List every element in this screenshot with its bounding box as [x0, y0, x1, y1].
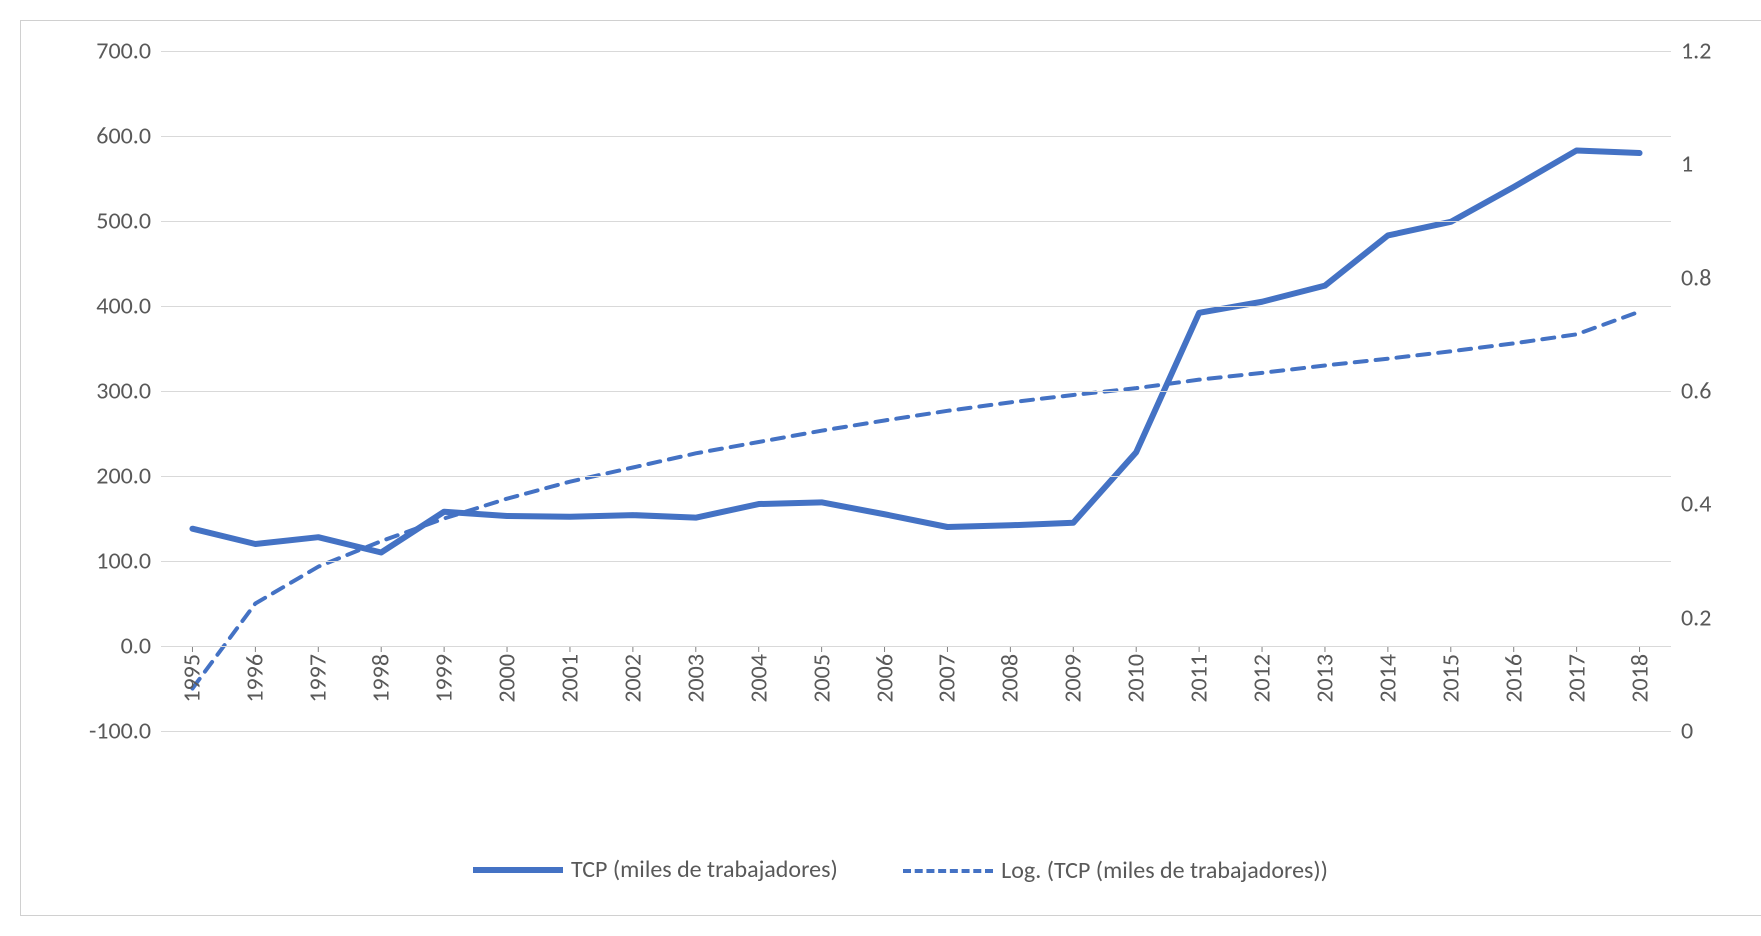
x-tick-label: 2004	[744, 654, 773, 703]
y-right-tick-label: 0	[1671, 717, 1693, 746]
y-right-tick-label: 1	[1671, 150, 1693, 179]
plot-area: -100.00.0100.0200.0300.0400.0500.0600.07…	[161, 51, 1671, 731]
gridline	[161, 221, 1671, 222]
x-tick-label: 1996	[241, 654, 270, 703]
y-left-tick-label: 700.0	[96, 37, 161, 66]
y-right-tick-label: 1.2	[1671, 37, 1711, 66]
x-tick-label: 2011	[1185, 654, 1214, 703]
x-tick-label: 2003	[681, 654, 710, 703]
x-tick-label: 2014	[1373, 654, 1402, 703]
y-left-tick-label: -100.0	[89, 717, 161, 746]
x-tick-label: 2006	[870, 654, 899, 703]
x-tick-label: 1998	[367, 654, 396, 703]
gridline	[161, 731, 1671, 732]
x-tick-label: 2000	[493, 654, 522, 703]
gridline	[161, 646, 1671, 647]
gridline	[161, 476, 1671, 477]
x-tick-label: 2010	[1122, 654, 1151, 703]
x-tick-label: 2009	[1059, 654, 1088, 703]
y-left-tick-label: 100.0	[96, 547, 161, 576]
x-tick-label: 1997	[304, 654, 333, 703]
gridline	[161, 391, 1671, 392]
y-left-tick-label: 400.0	[96, 292, 161, 321]
y-right-tick-label: 0.2	[1671, 603, 1711, 632]
x-tick-label: 2001	[555, 654, 584, 703]
legend-item-solid: TCP (miles de trabajadores)	[473, 855, 838, 884]
gridline	[161, 306, 1671, 307]
series-solid-line	[192, 150, 1639, 552]
x-tick-label: 1999	[430, 654, 459, 703]
chart-container: -100.0 0.0 100.0 200.0 300.0 400.0 500.0 600.0 7…	[20, 20, 1761, 916]
x-tick-label: 2005	[807, 654, 836, 703]
y-left-tick-label: 600.0	[96, 122, 161, 151]
y-left-tick-label: 0.0	[121, 632, 161, 661]
x-tick-label: 2016	[1499, 654, 1528, 703]
legend-label-solid: TCP (miles de trabajadores)	[571, 855, 838, 884]
x-tick-label: 2007	[933, 654, 962, 703]
legend-item-dashed: Log. (TCP (miles de trabajadores))	[903, 856, 1328, 885]
chart-legend: TCP (miles de trabajadores) Log. (TCP (m…	[21, 851, 1761, 886]
x-tick-label: 2008	[996, 654, 1025, 703]
gridline	[161, 51, 1671, 52]
x-tick-label: 2012	[1248, 654, 1277, 703]
legend-swatch-dashed	[903, 869, 993, 873]
y-right-tick-label: 0.4	[1671, 490, 1711, 519]
x-tick-label: 2018	[1625, 654, 1654, 703]
x-tick-label: 1995	[178, 654, 207, 703]
gridline	[161, 136, 1671, 137]
x-tick-label: 2017	[1562, 654, 1591, 703]
y-right-tick-label: 0.8	[1671, 263, 1711, 292]
series-dashed-line	[192, 312, 1639, 689]
x-tick-label: 2002	[618, 654, 647, 703]
y-left-tick-label: 500.0	[96, 207, 161, 236]
x-tick-label: 2013	[1310, 654, 1339, 703]
y-left-tick-label: 200.0	[96, 462, 161, 491]
y-left-tick-label: 300.0	[96, 377, 161, 406]
legend-label-dashed: Log. (TCP (miles de trabajadores))	[1001, 856, 1328, 885]
y-right-tick-label: 0.6	[1671, 377, 1711, 406]
x-tick-label: 2015	[1436, 654, 1465, 703]
gridline	[161, 561, 1671, 562]
legend-swatch-solid	[473, 867, 563, 873]
